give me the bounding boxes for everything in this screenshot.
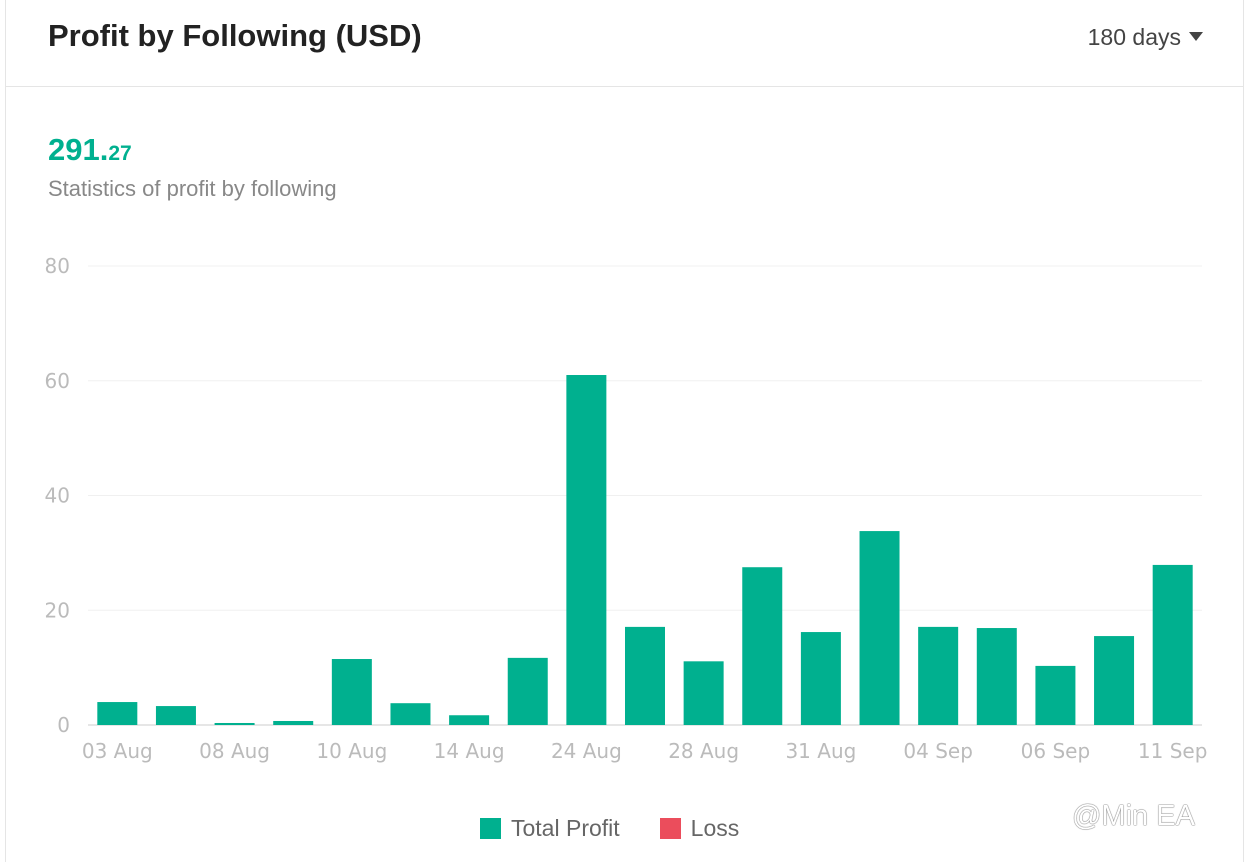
bar	[918, 626, 959, 725]
bar	[390, 703, 431, 725]
bar	[976, 628, 1017, 725]
legend-label: Total Profit	[511, 815, 620, 841]
card-header: Profit by Following (USD) 180 days	[6, 0, 1243, 87]
card-title: Profit by Following (USD)	[48, 18, 422, 53]
bar	[97, 702, 138, 725]
bar	[155, 706, 196, 725]
bar	[1094, 636, 1135, 725]
x-tick-label: 28 Aug	[668, 739, 739, 763]
y-tick-label: 40	[45, 484, 70, 508]
x-tick-label: 03 Aug	[82, 739, 153, 763]
bar	[859, 531, 900, 725]
watermark: @Min EA	[1072, 800, 1195, 832]
x-tick-label: 11 Sep	[1138, 739, 1208, 763]
y-tick-label: 80	[45, 254, 70, 278]
range-dropdown[interactable]: 180 days	[1088, 24, 1203, 51]
subtitle: Statistics of profit by following	[48, 176, 337, 201]
bar	[742, 567, 783, 725]
bar	[625, 626, 665, 725]
x-tick-label: 31 Aug	[785, 739, 856, 763]
x-tick-label: 14 Aug	[434, 739, 505, 763]
bar	[331, 659, 372, 725]
bar	[1035, 665, 1076, 725]
bar	[214, 722, 255, 725]
legend-label: Loss	[690, 815, 740, 841]
bar	[273, 720, 314, 725]
legend-loss[interactable]: Loss	[659, 815, 740, 842]
y-tick-label: 20	[45, 598, 70, 622]
bar	[507, 657, 548, 725]
legend-swatch	[480, 818, 501, 839]
legend-swatch	[659, 818, 681, 839]
caret-down-icon	[1189, 32, 1203, 42]
total-int: 291.	[48, 132, 109, 167]
bar	[683, 661, 724, 725]
profit-card: Profit by Following (USD) 180 days 291.2…	[5, 0, 1244, 862]
range-label: 180 days	[1087, 24, 1181, 50]
total-dec: 27	[108, 142, 132, 165]
x-tick-label: 10 Aug	[316, 739, 387, 763]
total-profit: 291.27	[48, 132, 132, 168]
bar	[566, 375, 607, 725]
x-tick-label: 08 Aug	[199, 739, 270, 763]
bar	[800, 632, 841, 725]
bar	[449, 715, 490, 725]
bar	[1152, 564, 1193, 725]
x-tick-label: 24 Aug	[551, 739, 622, 763]
y-tick-label: 60	[45, 369, 70, 393]
legend-total-profit[interactable]: Total Profit	[480, 815, 620, 842]
legend: Total Profit Loss	[480, 815, 739, 842]
y-tick-label: 0	[57, 713, 70, 737]
x-tick-label: 04 Sep	[903, 739, 973, 763]
x-tick-label: 06 Sep	[1021, 739, 1091, 763]
